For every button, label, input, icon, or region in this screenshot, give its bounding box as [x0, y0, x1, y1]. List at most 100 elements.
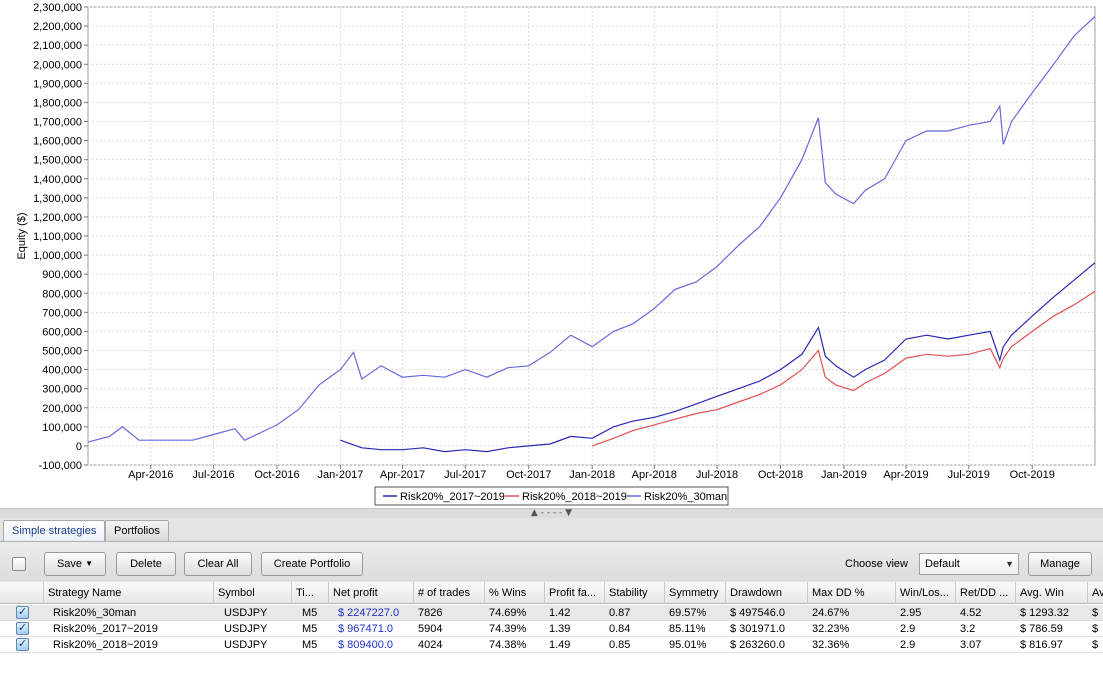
y-tick-label: 1,600,000 — [33, 136, 82, 148]
ret-dd-cell: 4.52 — [960, 607, 982, 619]
delete-button[interactable]: Delete — [116, 552, 176, 576]
x-tick-label: Oct-2017 — [506, 469, 551, 481]
manage-button[interactable]: Manage — [1028, 552, 1092, 576]
table-row[interactable]: ✓ Risk20%_30man USDJPY M5 $ 2247227.0 7826 74.… — [0, 605, 1103, 621]
drawdown-cell: $ 263260.0 — [730, 639, 786, 651]
y-tick-label: 1,300,000 — [33, 193, 82, 205]
save-button[interactable]: Save ▼ — [44, 552, 106, 576]
equity-chart-svg: 2,300,000 2,200,000 2,100,000 2,000,000 1,90… — [16, 2, 1096, 506]
y-tick-label: 200,000 — [42, 403, 82, 415]
select-all-checkbox[interactable] — [12, 557, 26, 571]
symmetry-cell: 85.11% — [669, 623, 706, 635]
drawdown-cell: $ 301971.0 — [730, 623, 786, 635]
wins-cell: 74.38% — [489, 639, 527, 651]
column-header[interactable]: Net profit — [329, 582, 414, 604]
win-loss-cell: 2.9 — [900, 639, 916, 651]
stability-cell: 0.85 — [609, 639, 631, 651]
profit-factor-cell: 1.49 — [549, 639, 571, 651]
row-checkbox[interactable]: ✓ — [16, 622, 29, 635]
choose-view-label: Choose view — [845, 558, 908, 570]
y-tick-label: 1,800,000 — [33, 97, 82, 109]
net-profit-cell: $ 809400.0 — [338, 639, 394, 651]
profit-factor-cell: 1.42 — [549, 607, 571, 619]
create-portfolio-button[interactable]: Create Portfolio — [261, 552, 363, 576]
column-header[interactable]: Stability — [605, 582, 665, 604]
panel-splitter[interactable]: ▲ - - - - ▼ — [0, 508, 1103, 518]
x-tick-label: Apr-2016 — [128, 469, 173, 481]
choose-view-select[interactable]: Default ▼ — [919, 553, 1019, 575]
net-profit-cell: $ 2247227.0 — [338, 607, 400, 619]
trades-cell: 7826 — [418, 607, 443, 619]
row-checkbox[interactable]: ✓ — [16, 638, 29, 651]
column-header[interactable]: Ret/DD ... — [956, 582, 1016, 604]
avg-loss-cell: $ — [1092, 639, 1099, 651]
ret-dd-cell: 3.2 — [960, 623, 976, 635]
choose-view-value: Default — [925, 558, 960, 570]
column-header[interactable]: Profit fa... — [545, 582, 605, 604]
tab-portfolios[interactable]: Portfolios — [105, 520, 169, 541]
ret-dd-cell: 3.07 — [960, 639, 982, 651]
y-tick-label: 400,000 — [42, 365, 82, 377]
column-header[interactable]: Symmetry — [665, 582, 726, 604]
y-tick-label: 500,000 — [42, 346, 82, 358]
column-header-check — [0, 582, 44, 604]
y-tick-label: 2,000,000 — [33, 59, 82, 71]
x-tick-label: Apr-2019 — [883, 469, 928, 481]
x-tick-label: Jul-2018 — [696, 469, 738, 481]
y-tick-label: 2,100,000 — [33, 40, 82, 52]
symbol-cell: USDJPY — [224, 607, 268, 619]
stability-cell: 0.84 — [609, 623, 631, 635]
y-tick-label: 300,000 — [42, 384, 82, 396]
x-tick-label: Jul-2016 — [192, 469, 234, 481]
column-header[interactable]: # of trades — [414, 582, 485, 604]
y-tick-label: 1,400,000 — [33, 174, 82, 186]
column-header[interactable]: Win/Los... — [896, 582, 956, 604]
max-dd-cell: 32.36% — [812, 639, 850, 651]
toolbar: Save ▼ Delete Clear All Create Portfolio… — [0, 541, 1103, 581]
y-tick-label: 700,000 — [42, 307, 82, 319]
table-row[interactable]: ✓ Risk20%_2017~2019 USDJPY M5 $ 967471.0 5904… — [0, 621, 1103, 637]
column-header[interactable]: % Wins — [485, 582, 545, 604]
column-header[interactable]: Max DD % — [808, 582, 896, 604]
clear-all-button[interactable]: Clear All — [184, 552, 252, 576]
timeframe-cell: M5 — [302, 607, 318, 619]
column-header[interactable]: Symbol — [214, 582, 292, 604]
symbol-cell: USDJPY — [224, 639, 268, 651]
wins-cell: 74.39% — [489, 623, 527, 635]
legend-entry: Risk20%_2017~2019 — [400, 491, 505, 503]
column-header[interactable]: Avg. Win — [1016, 582, 1088, 604]
legend-box — [374, 486, 729, 506]
column-header[interactable]: Av — [1092, 587, 1103, 599]
column-header[interactable]: Drawdown — [726, 582, 808, 604]
column-header[interactable]: Strategy Name — [44, 582, 214, 604]
y-tick-label: 1,200,000 — [33, 212, 82, 224]
wins-cell: 74.69% — [489, 607, 527, 619]
tab-simple-strategies[interactable]: Simple strategies — [3, 520, 106, 541]
plot-area — [87, 6, 1096, 466]
trades-cell: 5904 — [418, 623, 443, 635]
strategy-name-cell: Risk20%_2017~2019 — [53, 623, 158, 635]
series-line-1 — [591, 290, 1096, 447]
avg-win-cell: $ 816.97 — [1020, 639, 1063, 651]
strategies-panel: Simple strategies Portfolios Save ▼ Dele… — [0, 518, 1103, 683]
y-axis-label: Equity ($) — [16, 212, 28, 259]
x-tick-label: Jan-2019 — [821, 469, 867, 481]
y-tick-label: 2,300,000 — [33, 2, 82, 14]
table-row[interactable]: ✓ Risk20%_2018~2019 USDJPY M5 $ 809400.0 4024… — [0, 637, 1103, 653]
strategy-name-cell: Risk20%_2018~2019 — [53, 639, 158, 651]
timeframe-cell: M5 — [302, 639, 318, 651]
symmetry-cell: 69.57% — [669, 607, 707, 619]
y-tick-label: 1,500,000 — [33, 155, 82, 167]
column-header[interactable]: Ti... — [292, 582, 329, 604]
timeframe-cell: M5 — [302, 623, 318, 635]
y-tick-label: 1,100,000 — [33, 231, 82, 243]
max-dd-cell: 24.67% — [812, 607, 850, 619]
x-tick-label: Apr-2017 — [380, 469, 425, 481]
avg-win-cell: $ 1293.32 — [1020, 607, 1069, 619]
x-tick-label: Oct-2019 — [1010, 469, 1055, 481]
row-checkbox[interactable]: ✓ — [16, 606, 29, 619]
y-tick-label: 2,200,000 — [33, 21, 82, 33]
drawdown-cell: $ 497546.0 — [730, 607, 786, 619]
trades-cell: 4024 — [418, 639, 443, 651]
strategies-table: Strategy Name Symbol Ti... Net profit # … — [0, 582, 1103, 683]
